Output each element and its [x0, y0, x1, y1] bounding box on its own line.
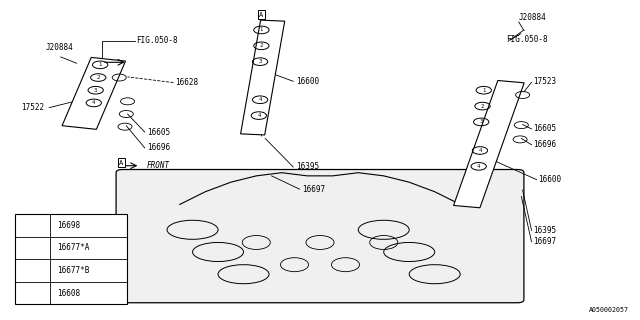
Text: 16600: 16600 [296, 77, 319, 86]
Text: 16605: 16605 [534, 124, 557, 133]
Text: FIG.050-8: FIG.050-8 [136, 36, 178, 44]
Text: 2: 2 [481, 104, 484, 108]
Text: 16696: 16696 [534, 140, 557, 149]
Text: 3: 3 [259, 59, 262, 64]
Text: 2: 2 [97, 75, 100, 80]
Text: 4: 4 [257, 113, 260, 118]
FancyBboxPatch shape [116, 170, 524, 303]
Text: 1: 1 [31, 223, 35, 228]
Text: 1: 1 [260, 28, 263, 32]
Text: 16395: 16395 [296, 163, 319, 172]
Text: 16697: 16697 [534, 237, 557, 246]
Text: J20884: J20884 [519, 13, 547, 22]
Text: 4: 4 [477, 164, 480, 169]
Text: 16677*A: 16677*A [57, 243, 89, 252]
Text: 17523: 17523 [534, 77, 557, 86]
Text: 3: 3 [479, 119, 483, 124]
Text: 16605: 16605 [147, 128, 170, 137]
Text: 4: 4 [31, 291, 35, 296]
Text: 2: 2 [31, 245, 35, 250]
Polygon shape [454, 81, 524, 208]
Polygon shape [62, 57, 125, 129]
Text: 16697: 16697 [302, 185, 325, 194]
Bar [15, 214, 127, 304]
Text: FRONT: FRONT [147, 161, 170, 170]
Text: 16628: 16628 [175, 78, 198, 87]
Text: FIG.050-8: FIG.050-8 [506, 35, 548, 44]
Text: 16395: 16395 [534, 226, 557, 235]
Text: 16608: 16608 [57, 289, 80, 298]
Text: A050002057: A050002057 [589, 307, 629, 313]
Text: 16600: 16600 [538, 175, 561, 184]
Text: J20884: J20884 [46, 43, 74, 52]
Text: A: A [259, 12, 264, 18]
Text: 1: 1 [99, 62, 102, 67]
Text: 4: 4 [92, 100, 95, 105]
Text: 16696: 16696 [147, 143, 170, 152]
Text: 3: 3 [31, 268, 35, 273]
Text: 1: 1 [482, 88, 485, 93]
Text: 4: 4 [259, 97, 262, 102]
Text: 16698: 16698 [57, 221, 80, 230]
Text: 2: 2 [260, 43, 263, 48]
Text: 16677*B: 16677*B [57, 266, 89, 275]
Text: A: A [119, 160, 124, 165]
Text: 3: 3 [94, 88, 97, 93]
Text: 17522: 17522 [22, 103, 45, 112]
Text: 4: 4 [478, 148, 481, 153]
Polygon shape [241, 20, 285, 135]
